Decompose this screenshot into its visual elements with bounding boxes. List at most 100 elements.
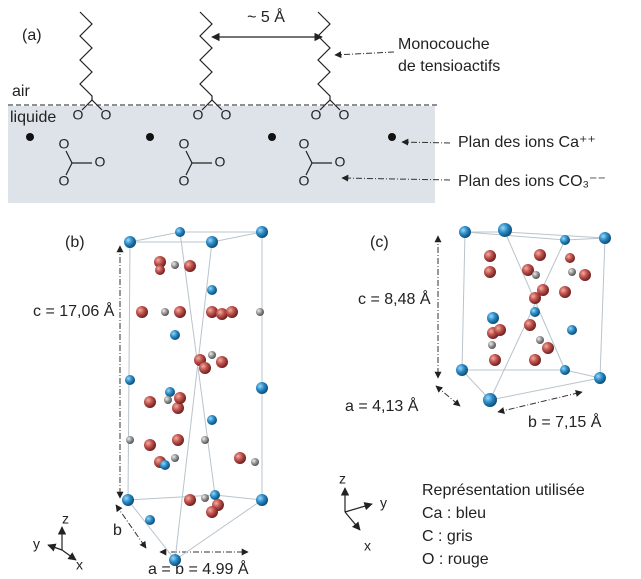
atom (199, 362, 211, 374)
cell-edge (128, 500, 175, 560)
atom (136, 306, 148, 318)
cell-edge (465, 232, 565, 240)
oxygen-label: O (101, 107, 112, 123)
cell-edge (505, 232, 605, 238)
atom (165, 387, 175, 397)
atom (487, 312, 499, 324)
a-label: a = 4,13 Å (345, 396, 419, 415)
atom (484, 250, 496, 262)
atom (216, 356, 228, 368)
oxygen-label: O (311, 107, 322, 123)
atom (536, 336, 544, 344)
atom (594, 372, 606, 384)
c-label: c = 17,06 Å (33, 301, 115, 320)
atom (125, 375, 135, 385)
oxygen-label: O (179, 173, 190, 189)
atom (567, 325, 577, 335)
atom (206, 506, 218, 518)
atom (208, 351, 216, 359)
ca-ion (268, 133, 276, 141)
crystal-cell (456, 223, 611, 407)
ca-plane-label: Plan des ions Ca⁺⁺ (458, 134, 596, 151)
atom (207, 415, 217, 425)
oxygen-label: O (179, 136, 190, 152)
atom (201, 436, 209, 444)
cell-edge (490, 378, 600, 400)
panel-label: (a) (22, 27, 42, 44)
atom (456, 364, 468, 376)
atom (145, 515, 155, 525)
atom (170, 330, 180, 340)
cell-edge (215, 495, 262, 500)
atom (529, 292, 541, 304)
atom (484, 266, 496, 278)
air-label: air (12, 83, 30, 100)
atom (174, 306, 186, 318)
ca-ion (26, 133, 34, 141)
monolayer-label: de tensioactifs (398, 58, 500, 75)
axes-icon: z y x (339, 471, 387, 554)
panel-label: (b) (65, 234, 85, 251)
b-label: b (113, 522, 122, 539)
axis-label: y (380, 495, 387, 511)
axis-label: z (62, 511, 69, 527)
atom (144, 396, 156, 408)
oxygen-label: O (193, 107, 204, 123)
atom (155, 265, 165, 275)
atom (251, 458, 259, 466)
atom (184, 494, 196, 506)
atom (542, 342, 554, 354)
pointer (335, 52, 394, 55)
atom (171, 261, 179, 269)
cell-edge (128, 242, 130, 500)
axes-icon: z y x (33, 511, 83, 573)
atom (164, 396, 172, 404)
oxygen-label: O (73, 107, 84, 123)
atom (565, 253, 575, 263)
atom (498, 223, 512, 237)
oxygen-label: O (335, 154, 346, 170)
surfactant-chain (80, 12, 92, 100)
atom (489, 354, 501, 366)
b-label: b = 7,15 Å (528, 412, 602, 431)
oxygen-label: O (59, 136, 70, 152)
oxygen-label: O (95, 154, 106, 170)
a-arrow (436, 386, 460, 406)
atom (560, 365, 570, 375)
atom (234, 452, 246, 464)
atom (201, 494, 209, 502)
co3-plane-label: Plan des ions CO₃⁻⁻ (458, 173, 606, 190)
axis-label: y (33, 536, 40, 552)
atom (534, 249, 546, 261)
atom (599, 232, 611, 244)
atom (161, 308, 169, 316)
atom (560, 235, 570, 245)
atom (216, 308, 228, 320)
surfactant-chain (200, 12, 212, 100)
cell-edge (600, 238, 605, 378)
atom (488, 341, 496, 349)
legend-item: C : gris (422, 528, 473, 545)
oxygen-label: O (299, 173, 310, 189)
legend-item: O : rouge (422, 551, 489, 568)
ab-label: a = b = 4.99 Å (148, 559, 249, 578)
atom (175, 227, 185, 237)
b-arrow (498, 392, 582, 412)
atom (568, 268, 576, 276)
spacing-label: ~ 5 Å (247, 7, 285, 26)
atom (226, 306, 238, 318)
atom (210, 490, 220, 500)
panel-label: (c) (370, 234, 389, 251)
atom (529, 354, 541, 366)
oxygen-label: O (59, 173, 70, 189)
cell-edge (212, 232, 262, 242)
atom (172, 434, 184, 446)
atom (160, 460, 170, 470)
cell-edge (462, 232, 465, 370)
legend-title: Représentation utilisée (422, 482, 585, 499)
cell-edge (565, 238, 605, 240)
c-label: c = 8,48 Å (358, 289, 431, 308)
atom (256, 494, 268, 506)
ca-ion (146, 133, 154, 141)
atom (494, 324, 506, 336)
